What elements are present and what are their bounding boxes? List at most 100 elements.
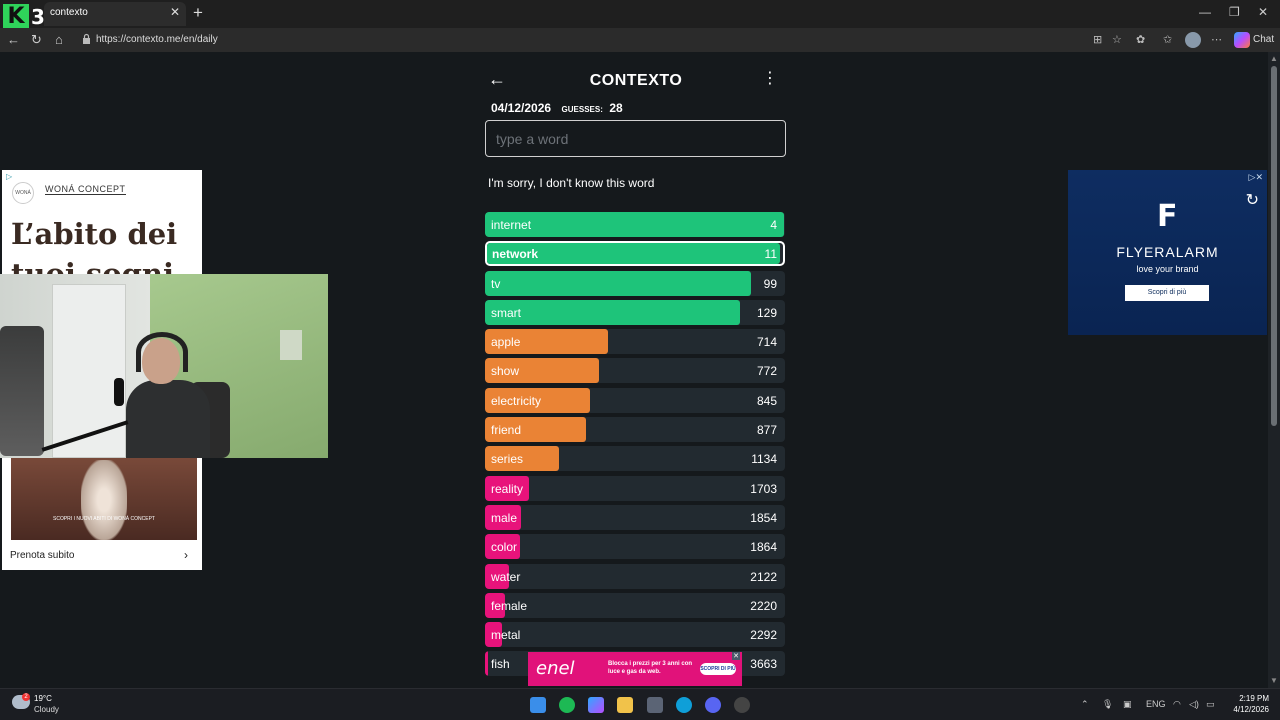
microphone bbox=[114, 378, 124, 406]
guess-word: apple bbox=[491, 335, 521, 350]
tray-expand-icon[interactable]: ⌃ bbox=[1081, 699, 1089, 709]
ad-right[interactable]: ▷✕ ↻ F FLYERALARM love your brand Scopri… bbox=[1068, 170, 1267, 335]
kebab-menu-icon[interactable]: ⋮ bbox=[762, 70, 778, 87]
webcam-person bbox=[122, 330, 212, 458]
browser-tab-contexto[interactable]: contexto ✕ bbox=[44, 2, 186, 26]
extensions-icon[interactable]: ✿ bbox=[1136, 34, 1146, 46]
guess-row: smart 129 bbox=[485, 299, 785, 325]
favorite-star-icon[interactable]: ☆ bbox=[1112, 34, 1122, 46]
edge-icon[interactable] bbox=[676, 697, 692, 713]
restore-icon[interactable]: ❐ bbox=[1229, 5, 1240, 19]
brand-mark: WONÁ bbox=[12, 182, 34, 204]
guess-row: tv 99 bbox=[485, 270, 785, 296]
ad-text: Blocca i prezzi per 3 anni con luce e ga… bbox=[608, 661, 693, 675]
headset-icon bbox=[136, 332, 188, 372]
dress-image bbox=[81, 460, 127, 540]
guess-row: metal 2292 bbox=[485, 622, 785, 648]
guess-row: male 1854 bbox=[485, 504, 785, 530]
discord-icon[interactable] bbox=[705, 697, 721, 713]
obs-icon[interactable] bbox=[734, 697, 750, 713]
game-title: CONTEXTO bbox=[589, 72, 683, 89]
browser-address-bar: ← ↻ ⌂ https://contexto.me/en/daily ⊞ ☆ ✿… bbox=[0, 28, 1280, 52]
url-text: https://contexto.me/en/daily bbox=[96, 34, 218, 45]
ad-bottom[interactable]: enel Blocca i prezzi per 3 anni con luce… bbox=[528, 652, 742, 686]
guess-row: network 11 bbox=[485, 241, 785, 267]
wifi-icon[interactable]: ◠ bbox=[1173, 699, 1181, 709]
guess-rank: 3663 bbox=[750, 657, 777, 672]
close-window-icon[interactable]: ✕ bbox=[1258, 5, 1269, 19]
file-explorer-icon[interactable] bbox=[617, 697, 633, 713]
ad-tagline: love your brand bbox=[1136, 264, 1199, 274]
guess-bar bbox=[485, 563, 509, 589]
chat-button[interactable]: Chat bbox=[1253, 34, 1275, 45]
spotify-icon[interactable] bbox=[559, 697, 575, 713]
guess-row: female 2220 bbox=[485, 592, 785, 618]
guess-word: friend bbox=[491, 423, 522, 438]
webcam-overlay bbox=[0, 274, 328, 458]
profile-avatar[interactable] bbox=[1185, 32, 1201, 48]
lock-icon bbox=[83, 33, 90, 44]
browser-tab-bar: K 3 contexto ✕ + — ❐ ✕ bbox=[0, 0, 1280, 30]
battery-icon[interactable]: ▭ bbox=[1206, 699, 1215, 709]
copilot-taskbar-icon[interactable] bbox=[588, 697, 604, 713]
guess-bar bbox=[485, 212, 784, 237]
scroll-down-icon[interactable]: ▼ bbox=[1270, 676, 1278, 685]
guess-word: show bbox=[491, 364, 520, 379]
guess-rank: 1134 bbox=[751, 452, 777, 467]
weather-badge: 2 bbox=[22, 693, 30, 701]
guess-word: tv bbox=[491, 276, 501, 291]
guess-bar bbox=[485, 504, 521, 530]
more-menu-icon[interactable]: ⋯ bbox=[1211, 34, 1222, 46]
mic-tray-icon[interactable]: 🎙 bbox=[1102, 699, 1114, 709]
ad-close-icon[interactable]: ✕ bbox=[732, 652, 740, 660]
guess-word: water bbox=[491, 569, 521, 584]
weather-temp[interactable]: 19°C bbox=[34, 694, 52, 703]
webcam-person-body bbox=[126, 380, 210, 458]
new-tab-icon[interactable]: + bbox=[193, 3, 203, 22]
scroll-thumb[interactable] bbox=[1271, 66, 1277, 426]
scroll-up-icon[interactable]: ▲ bbox=[1270, 54, 1278, 63]
clock[interactable]: 2:19 PM 4/12/2026 bbox=[1229, 693, 1269, 715]
replay-icon[interactable]: ↻ bbox=[1245, 192, 1259, 209]
back-icon[interactable]: ← bbox=[7, 32, 20, 47]
ad-close-icon[interactable]: ▷✕ bbox=[1248, 172, 1263, 182]
web-page: ← CONTEXTO ⋮ 04/12/2026 GUESSES: 28 I'm … bbox=[0, 52, 1268, 688]
guess-word: series bbox=[491, 452, 524, 467]
guess-rank: 1703 bbox=[750, 481, 777, 496]
page-scrollbar[interactable]: ▲ ▼ bbox=[1268, 52, 1280, 688]
ad-dress-photo: SCOPRI I NUOVI ABITI DI WONÁ CONCEPT bbox=[11, 456, 197, 540]
guess-row: reality 1703 bbox=[485, 475, 785, 501]
adchoices-icon[interactable]: ▷ bbox=[6, 172, 13, 181]
word-input[interactable] bbox=[485, 120, 786, 157]
error-message: I'm sorry, I don't know this word bbox=[488, 176, 655, 190]
url-field[interactable]: https://contexto.me/en/daily bbox=[78, 31, 1084, 49]
guess-row: series 1134 bbox=[485, 446, 785, 472]
store-icon[interactable] bbox=[647, 697, 663, 713]
guess-bar bbox=[485, 651, 488, 677]
app-available-icon[interactable]: ⊞ bbox=[1093, 34, 1103, 46]
reload-icon[interactable]: ↻ bbox=[31, 32, 42, 47]
ad-button[interactable]: SCOPRI DI PIÙ bbox=[700, 663, 736, 675]
ad-photo-caption: SCOPRI I NUOVI ABITI DI WONÁ CONCEPT bbox=[53, 516, 155, 522]
guess-bar bbox=[485, 475, 529, 501]
start-icon[interactable] bbox=[530, 697, 546, 713]
back-arrow-icon[interactable]: ← bbox=[488, 69, 506, 89]
guess-word: fish bbox=[491, 657, 510, 672]
volume-icon[interactable]: ◁) bbox=[1189, 699, 1199, 709]
guess-row: color 1864 bbox=[485, 534, 785, 560]
ad-left-cta[interactable]: Prenota subito › bbox=[2, 542, 202, 570]
language-indicator[interactable]: ENG bbox=[1146, 699, 1166, 709]
tray-app-icon[interactable]: ▣ bbox=[1123, 699, 1132, 709]
copilot-icon[interactable] bbox=[1234, 32, 1250, 48]
guess-bar bbox=[485, 270, 751, 296]
tab-close-icon[interactable]: ✕ bbox=[169, 5, 180, 19]
ad-brand: WONÁ CONCEPT bbox=[45, 184, 126, 195]
weather-desc[interactable]: Cloudy bbox=[34, 705, 59, 714]
minimize-icon[interactable]: — bbox=[1199, 5, 1211, 19]
guess-rank: 2220 bbox=[750, 598, 777, 613]
guess-rank: 4 bbox=[770, 218, 777, 232]
guess-rank: 129 bbox=[756, 305, 777, 320]
home-icon[interactable]: ⌂ bbox=[55, 32, 63, 47]
favorites-icon[interactable]: ✩ bbox=[1163, 34, 1173, 46]
ad-button[interactable]: Scopri di più bbox=[1125, 285, 1209, 301]
